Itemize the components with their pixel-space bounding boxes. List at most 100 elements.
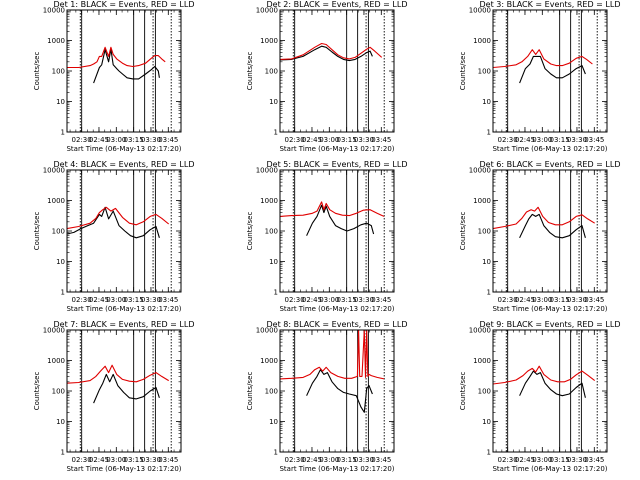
panel-title: Det 6: BLACK = Events, RED = LLD: [480, 160, 621, 169]
x-tick-label: 03:00: [106, 296, 126, 304]
plot-frame: [279, 169, 395, 293]
y-tick-label: 1000: [47, 357, 65, 365]
y-tick-label: 10: [269, 258, 278, 266]
plot-frame: [66, 329, 182, 453]
x-tick-label: 02:30: [498, 456, 518, 464]
y-axis-label: Counts/sec: [459, 52, 467, 91]
plot-frame: [492, 9, 608, 133]
series-line-lld: [492, 365, 596, 385]
x-tick-label: 03:00: [532, 456, 552, 464]
x-tick-label: 03:15: [337, 136, 357, 144]
y-tick-label: 10000: [43, 167, 65, 175]
plot-frame: [66, 169, 182, 293]
x-tick-label: 02:30: [72, 136, 92, 144]
y-tick-label: 10: [269, 98, 278, 106]
x-tick-label: 02:45: [89, 136, 109, 144]
y-axis-label: Counts/sec: [459, 372, 467, 411]
x-tick-label: 02:30: [498, 136, 518, 144]
y-tick-label: 1000: [260, 197, 278, 205]
series-line-lld: [279, 42, 383, 60]
panel-title: Det 8: BLACK = Events, RED = LLD: [267, 320, 408, 329]
plot-frame: [492, 169, 608, 293]
x-tick-label: 02:30: [72, 296, 92, 304]
series-line-lld: [66, 206, 170, 230]
x-tick-label: 03:30: [354, 136, 374, 144]
x-tick-label: 03:45: [584, 296, 604, 304]
series-line-lld: [492, 206, 595, 230]
panel-title: Det 4: BLACK = Events, RED = LLD: [54, 160, 195, 169]
y-tick-label: 1000: [260, 357, 278, 365]
x-tick-label: 03:30: [141, 136, 161, 144]
y-tick-label: 1000: [473, 37, 491, 45]
y-tick-label: 10000: [469, 327, 491, 335]
x-tick-label: 03:00: [106, 136, 126, 144]
series-line-events: [306, 204, 375, 236]
y-axis-label: Counts/sec: [459, 212, 467, 251]
y-tick-label: 10: [482, 98, 491, 106]
panel-title: Det 1: BLACK = Events, RED = LLD: [54, 0, 195, 9]
x-tick-label: 03:15: [337, 456, 357, 464]
y-tick-label: 100: [52, 68, 65, 76]
y-tick-label: 100: [478, 228, 491, 236]
series-line-events: [93, 373, 160, 404]
x-axis-label: Start Time (06-May-13 02:17:20): [279, 145, 394, 153]
y-axis-label: Counts/sec: [33, 212, 41, 251]
x-tick-label: 02:30: [285, 296, 305, 304]
x-tick-label: 03:15: [550, 296, 570, 304]
series-line-lld: [279, 201, 385, 217]
x-tick-label: 03:30: [141, 456, 161, 464]
x-tick-label: 03:15: [124, 136, 144, 144]
y-tick-label: 10: [482, 258, 491, 266]
x-tick-label: 03:45: [584, 456, 604, 464]
x-axis-label: Start Time (06-May-13 02:17:20): [279, 305, 394, 313]
y-tick-label: 1: [61, 449, 65, 457]
series-line-lld: [66, 364, 169, 384]
y-tick-label: 10: [269, 418, 278, 426]
x-tick-label: 03:30: [354, 296, 374, 304]
y-tick-label: 1000: [47, 37, 65, 45]
x-tick-label: 02:30: [285, 136, 305, 144]
x-tick-label: 03:45: [371, 456, 391, 464]
panel-title: Det 2: BLACK = Events, RED = LLD: [267, 0, 408, 9]
y-tick-label: 1: [61, 289, 65, 297]
x-tick-label: 03:15: [124, 456, 144, 464]
y-tick-label: 10000: [256, 7, 278, 15]
x-axis-label: Start Time (06-May-13 02:17:20): [66, 465, 181, 473]
series-line-events: [306, 369, 373, 413]
detector-panel-2: Det 2: BLACK = Events, RED = LLD 1 10 100 10…: [246, 0, 407, 153]
y-tick-label: 10000: [256, 167, 278, 175]
x-tick-label: 03:00: [106, 456, 126, 464]
y-tick-label: 100: [52, 388, 65, 396]
y-tick-label: 100: [265, 228, 278, 236]
x-tick-label: 02:45: [89, 456, 109, 464]
x-axis-label: Start Time (06-May-13 02:17:20): [492, 465, 607, 473]
y-tick-label: 10000: [256, 327, 278, 335]
y-axis-label: Counts/sec: [246, 212, 254, 251]
x-tick-label: 03:30: [354, 456, 374, 464]
y-tick-label: 1: [274, 129, 278, 137]
x-tick-label: 03:00: [532, 136, 552, 144]
y-tick-label: 10: [56, 418, 65, 426]
series-line-events: [519, 370, 586, 398]
detector-panel-9: Det 9: BLACK = Events, RED = LLD 1 10 100 10…: [459, 320, 620, 473]
x-tick-label: 02:45: [302, 136, 322, 144]
x-tick-label: 02:45: [89, 296, 109, 304]
x-tick-label: 03:15: [550, 136, 570, 144]
x-axis-label: Start Time (06-May-13 02:17:20): [66, 145, 181, 153]
x-tick-label: 03:15: [337, 296, 357, 304]
y-axis-label: Counts/sec: [246, 372, 254, 411]
y-tick-label: 100: [478, 388, 491, 396]
y-tick-label: 100: [478, 68, 491, 76]
y-tick-label: 1: [274, 289, 278, 297]
x-tick-label: 03:00: [319, 136, 339, 144]
x-tick-label: 02:45: [515, 136, 535, 144]
series-line-events: [519, 55, 586, 84]
panel-title: Det 5: BLACK = Events, RED = LLD: [267, 160, 408, 169]
y-tick-label: 1: [487, 129, 491, 137]
x-tick-label: 02:30: [285, 456, 305, 464]
y-tick-label: 100: [265, 388, 278, 396]
panel-title: Det 7: BLACK = Events, RED = LLD: [54, 320, 195, 329]
x-tick-label: 02:45: [515, 296, 535, 304]
plot-frame: [279, 329, 395, 453]
